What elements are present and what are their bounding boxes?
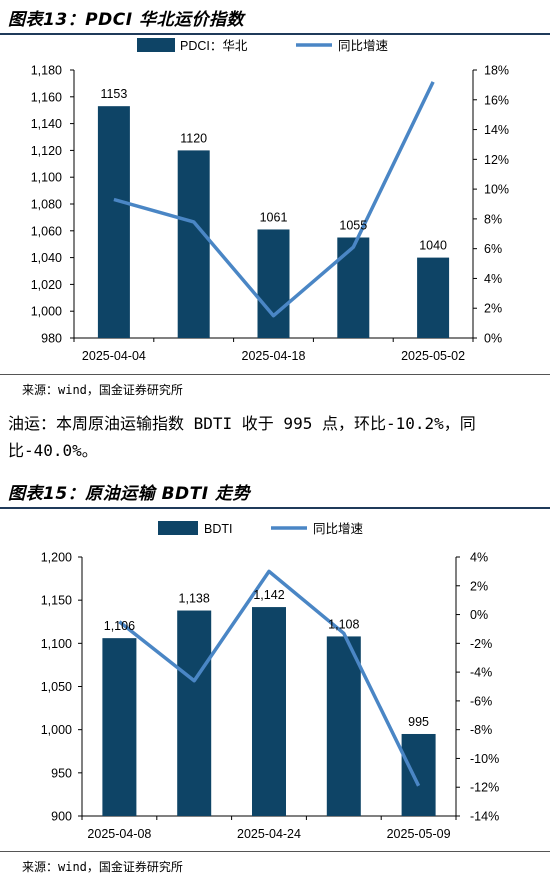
right-tick-label: -12%: [470, 781, 499, 795]
fig13-source-rule: [0, 374, 550, 375]
x-tick-label: 2025-04-24: [237, 827, 301, 841]
x-tick-label: 2025-04-04: [82, 349, 146, 363]
bar-data-label: 1055: [339, 219, 367, 233]
right-tick-label: 4%: [470, 551, 488, 565]
left-tick-label: 1,000: [41, 723, 72, 737]
bar: [97, 106, 130, 339]
left-tick-label: 1,020: [31, 278, 62, 292]
right-tick-label: -10%: [470, 752, 499, 766]
left-tick-label: 900: [51, 810, 72, 824]
right-tick-label: 8%: [484, 212, 502, 226]
bar: [177, 150, 210, 338]
fig13-title: 图表13：PDCI 华北运价指数: [8, 10, 244, 30]
bdti-chart: BDTI 同比增速 900 950 1,000 1,050 1,100 1,150 1,200 -…: [41, 521, 499, 841]
bar: [177, 610, 212, 816]
bar: [257, 229, 290, 338]
x-tick-label: 2025-05-09: [387, 827, 451, 841]
fig15-source-rule: [0, 851, 550, 852]
oil-transport-paragraph: 油运：本周原油运输指数 BDTI 收于 995 点，环比-10.2%，同比-40…: [8, 414, 476, 460]
right-tick-label: 14%: [484, 123, 509, 137]
right-tick-label: 18%: [484, 64, 509, 78]
bar-data-label: 1061: [260, 210, 288, 224]
right-tick-label: 12%: [484, 153, 509, 167]
x-tick-label: 2025-05-02: [401, 349, 465, 363]
pdci-chart: PDCI：华北 同比增速 980 1,000 1,020 1,040 1,060 1,080 1…: [31, 38, 509, 363]
right-tick-label: 10%: [484, 183, 509, 197]
right-tick-label: -4%: [470, 666, 492, 680]
bar-data-label: 1153: [100, 87, 127, 101]
left-tick-label: 980: [41, 332, 62, 346]
right-tick-label: -8%: [470, 723, 492, 737]
fig15-source: 来源：wind，国金证券研究所: [22, 860, 183, 874]
right-tick-label: 6%: [484, 242, 502, 256]
legend-line-label: 同比增速: [338, 38, 389, 53]
legend-line-label: 同比增速: [313, 521, 364, 536]
left-tick-label: 1,120: [31, 144, 62, 158]
left-tick-label: 1,100: [41, 637, 72, 651]
bar: [252, 607, 286, 816]
bar-data-label: 1,106: [104, 619, 135, 633]
bar: [417, 257, 450, 338]
left-tick-label: 1,000: [31, 305, 62, 319]
bar-data-label: 1,142: [253, 588, 284, 602]
right-tick-label: 16%: [484, 93, 509, 107]
bar: [102, 638, 137, 816]
right-tick-label: -6%: [470, 694, 492, 708]
bar: [337, 237, 370, 338]
bar: [401, 733, 436, 816]
right-tick-label: 2%: [470, 579, 488, 593]
x-tick-label: 2025-04-18: [242, 349, 306, 363]
left-tick-label: 1,080: [31, 198, 62, 212]
legend-bar-swatch: [158, 521, 198, 535]
legend-bar-label: BDTI: [204, 522, 232, 536]
left-tick-label: 1,180: [31, 64, 62, 78]
right-tick-label: 0%: [484, 332, 502, 346]
yoy-line: [118, 569, 421, 787]
left-tick-label: 1,060: [31, 224, 62, 238]
left-tick-label: 950: [51, 766, 72, 780]
left-tick-label: 1,160: [31, 90, 62, 104]
left-tick-label: 1,150: [41, 594, 72, 608]
right-tick-label: 4%: [484, 272, 502, 286]
right-tick-label: 0%: [470, 608, 488, 622]
legend-bar-swatch: [137, 38, 175, 52]
right-tick-label: -2%: [470, 637, 492, 651]
fig13-source: 来源：wind，国金证券研究所: [22, 383, 183, 397]
legend-bar-label: PDCI：华北: [180, 38, 248, 53]
fig13-title-rule: [0, 33, 550, 35]
x-tick-label: 2025-04-08: [87, 827, 151, 841]
bar-data-label: 1,108: [328, 617, 359, 631]
bar-data-label: 1040: [419, 239, 447, 253]
left-tick-label: 1,040: [31, 251, 62, 265]
bar: [326, 636, 361, 816]
bar-data-label: 1120: [180, 131, 207, 145]
fig15-title: 图表15：原油运输 BDTI 走势: [8, 484, 250, 504]
fig15-title-rule: [0, 507, 550, 509]
right-tick-label: -14%: [470, 810, 499, 824]
left-tick-label: 1,050: [41, 680, 72, 694]
left-tick-label: 1,200: [41, 551, 72, 565]
bar-data-label: 1,138: [179, 592, 210, 606]
right-tick-label: 2%: [484, 302, 502, 316]
bar-data-label: 995: [408, 715, 429, 729]
left-tick-label: 1,140: [31, 117, 62, 131]
yoy-line: [113, 81, 435, 318]
left-tick-label: 1,100: [31, 171, 62, 185]
